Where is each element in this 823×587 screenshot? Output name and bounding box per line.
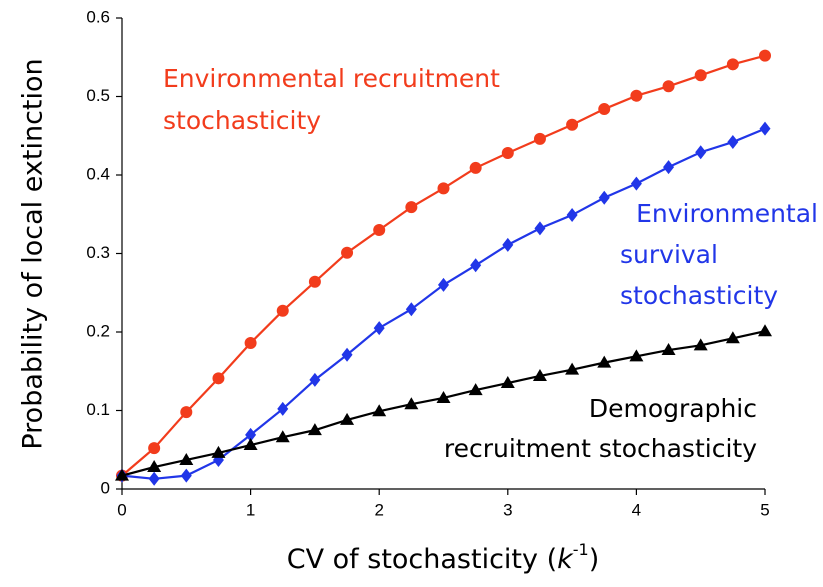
x-tick-label: 5 bbox=[760, 500, 769, 519]
marker bbox=[405, 302, 417, 317]
x-tick-label: 1 bbox=[246, 500, 255, 519]
marker bbox=[341, 246, 354, 259]
marker bbox=[532, 368, 547, 381]
marker bbox=[661, 343, 676, 356]
marker bbox=[180, 406, 193, 419]
y-tick-label: 0.5 bbox=[86, 86, 110, 105]
y-tick-label: 0.6 bbox=[86, 7, 110, 26]
marker bbox=[179, 452, 194, 465]
marker bbox=[372, 404, 387, 417]
series-label: Environmental recruitment bbox=[163, 64, 500, 93]
marker bbox=[469, 161, 482, 174]
x-axis-label: CV of stochasticity (k-1) bbox=[287, 540, 600, 575]
marker bbox=[502, 237, 514, 252]
marker bbox=[438, 277, 449, 292]
marker bbox=[211, 445, 226, 458]
marker bbox=[373, 223, 386, 236]
marker bbox=[598, 103, 611, 116]
series-label: survival bbox=[620, 240, 718, 269]
marker bbox=[565, 362, 580, 375]
marker bbox=[725, 331, 740, 344]
x-tick-label: 4 bbox=[632, 500, 641, 519]
x-tick-label: 0 bbox=[117, 500, 126, 519]
marker bbox=[373, 321, 385, 336]
marker bbox=[437, 182, 450, 195]
marker bbox=[115, 468, 129, 481]
marker bbox=[598, 190, 610, 205]
marker bbox=[275, 430, 290, 443]
marker bbox=[726, 58, 739, 71]
y-tick-label: 0.2 bbox=[86, 321, 110, 340]
marker bbox=[245, 427, 257, 442]
marker bbox=[276, 304, 289, 317]
marker bbox=[693, 338, 708, 351]
marker bbox=[340, 412, 355, 425]
marker bbox=[566, 208, 578, 223]
marker bbox=[662, 80, 675, 93]
y-tick-label: 0.4 bbox=[86, 164, 110, 183]
marker bbox=[244, 336, 257, 349]
marker bbox=[405, 201, 418, 214]
marker bbox=[341, 347, 353, 362]
marker bbox=[404, 397, 419, 410]
marker bbox=[759, 49, 771, 62]
series-label: recruitment stochasticity bbox=[444, 434, 757, 463]
marker bbox=[695, 145, 707, 160]
marker bbox=[727, 135, 739, 150]
x-tick-label: 2 bbox=[374, 500, 383, 519]
y-tick-label: 0.1 bbox=[86, 400, 110, 419]
marker bbox=[759, 121, 771, 136]
y-tick-label: 0 bbox=[101, 478, 110, 497]
marker bbox=[309, 372, 321, 387]
marker bbox=[663, 160, 675, 175]
marker bbox=[597, 355, 612, 368]
marker bbox=[307, 423, 322, 436]
series-label: Environmental bbox=[636, 199, 818, 228]
marker bbox=[212, 372, 225, 385]
y-axis-label: Probability of local extinction bbox=[18, 58, 49, 449]
marker bbox=[758, 324, 772, 337]
marker bbox=[308, 275, 321, 288]
x-tick-label: 3 bbox=[503, 500, 512, 519]
marker bbox=[501, 147, 514, 160]
series-label: stochasticity bbox=[620, 281, 778, 310]
series-label: Demographic bbox=[589, 394, 757, 423]
marker bbox=[630, 176, 642, 191]
marker bbox=[243, 438, 258, 451]
marker bbox=[533, 132, 546, 145]
marker bbox=[468, 383, 483, 396]
marker bbox=[500, 376, 515, 389]
marker bbox=[470, 258, 482, 273]
marker bbox=[148, 471, 160, 486]
y-tick-label: 0.3 bbox=[86, 243, 110, 262]
marker bbox=[694, 69, 707, 82]
marker bbox=[566, 118, 579, 131]
marker bbox=[629, 349, 644, 362]
marker bbox=[148, 442, 161, 455]
marker bbox=[436, 390, 451, 403]
marker bbox=[630, 89, 643, 102]
marker bbox=[147, 460, 162, 473]
marker bbox=[277, 401, 289, 416]
marker bbox=[180, 468, 192, 483]
marker bbox=[534, 221, 546, 236]
series-label: stochasticity bbox=[163, 106, 321, 135]
